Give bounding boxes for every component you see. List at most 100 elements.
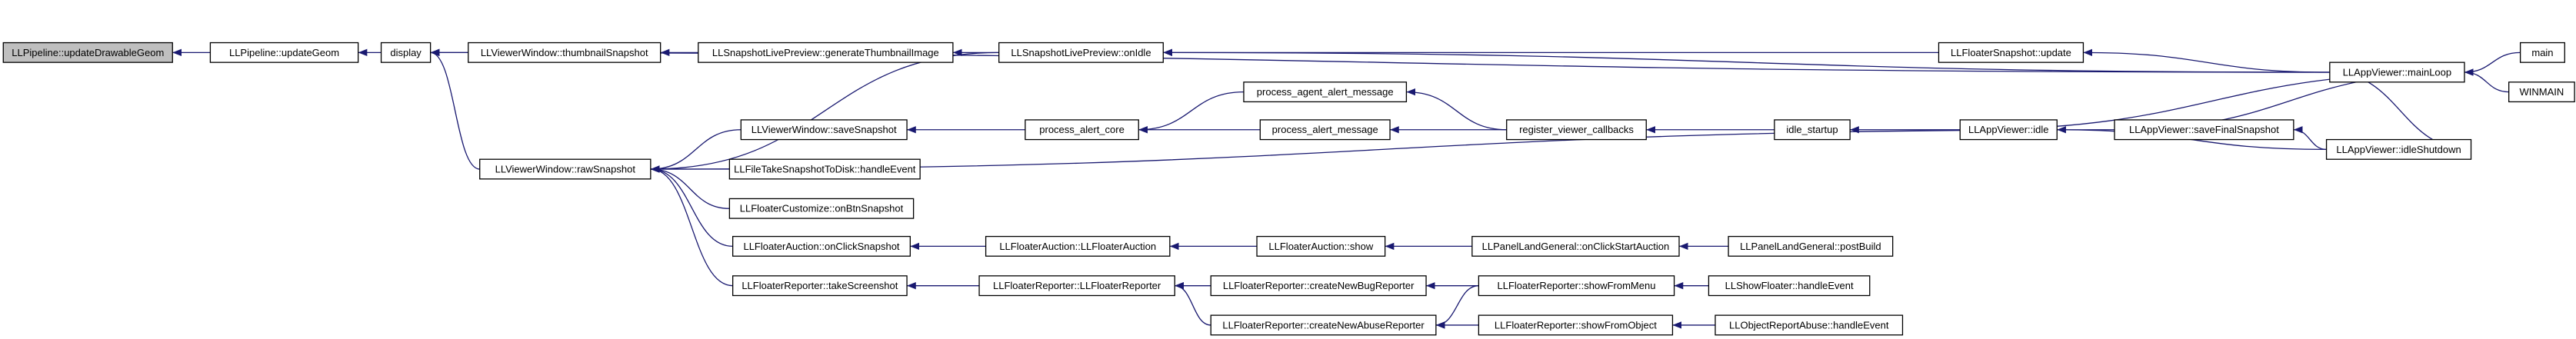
node: idle_startup [1774, 119, 1851, 141]
node-box [2508, 81, 2575, 103]
node-label: LLFloaterReporter::showFromMenu [1498, 280, 1656, 291]
node-box [1259, 119, 1391, 141]
node: LLSnapshotLivePreview::generateThumbnail… [698, 42, 954, 63]
node: LLShowFloater::handleEvent [1708, 275, 1871, 297]
node: LLViewerWindow::rawSnapshot [479, 158, 651, 180]
node: LLObjectReportAbuse::handleEvent [1715, 314, 1904, 336]
edge [2464, 52, 2521, 76]
node: LLFloaterReporter::LLFloaterReporter [978, 275, 1175, 297]
edge [650, 165, 733, 248]
node: LLPanelLandGeneral::postBuild [1728, 235, 1894, 257]
node-label: LLFloaterSnapshot::update [1951, 47, 2071, 58]
node-label: LLShowFloater::handleEvent [1725, 280, 1854, 291]
node-box [1243, 81, 1408, 103]
node: LLFloaterAuction::LLFloaterAuction [985, 235, 1171, 257]
node: LLFloaterAuction::show [1256, 235, 1386, 257]
node-box [380, 42, 432, 63]
edge [2329, 71, 2471, 154]
node-label: WINMAIN [2520, 86, 2564, 98]
node-label: LLViewerWindow::rawSnapshot [495, 163, 636, 174]
node-box [978, 275, 1175, 297]
node-box [1728, 235, 1894, 257]
node: LLPipeline::updateGeom [209, 42, 359, 63]
node: LLFloaterReporter::showFromMenu [1478, 275, 1675, 297]
node: WINMAIN [2508, 81, 2575, 103]
node-box [2325, 138, 2472, 160]
node-label: LLAppViewer::saveFinalSnapshot [2129, 124, 2279, 135]
node-label: LLAppViewer::mainLoop [2343, 66, 2451, 78]
node: LLFloaterReporter::createNewAbuseReporte… [1210, 314, 1437, 336]
node: LLFloaterReporter::takeScreenshot [732, 275, 908, 297]
node-label: LLFloaterAuction::LLFloaterAuction [999, 241, 1156, 252]
node: LLViewerWindow::saveSnapshot [740, 119, 908, 141]
node-label: LLPanelLandGeneral::onClickStartAuction [1482, 241, 1670, 252]
node-label: LLFileTakeSnapshotToDisk::handleEvent [734, 163, 916, 174]
node-label: LLFloaterAuction::show [1268, 241, 1373, 252]
node-label: idle_startup [1786, 124, 1838, 135]
node-label: LLFloaterReporter::createNewAbuseReporte… [1222, 319, 1425, 331]
node: LLFloaterAuction::onClickSnapshot [732, 235, 911, 257]
node-box [1774, 119, 1851, 141]
node-box [732, 235, 911, 257]
node-label: LLAppViewer::idleShutdown [2336, 144, 2461, 155]
node-box [1959, 119, 2058, 141]
node-box [2114, 119, 2294, 141]
node-box [1708, 275, 1871, 297]
edge [1175, 282, 1211, 326]
node-label: LLFloaterReporter::takeScreenshot [741, 280, 898, 291]
node-label: LLPipeline::updateDrawableGeom [12, 47, 164, 58]
node-label: LLFloaterCustomize::onBtnSnapshot [740, 203, 904, 214]
edge [650, 165, 730, 209]
node-label: LLFloaterReporter::showFromObject [1495, 319, 1657, 331]
node: LLSnapshotLivePreview::onIdle [998, 42, 1164, 63]
node-label: register_viewer_callbacks [1519, 124, 1634, 135]
node-label: main [2531, 47, 2553, 58]
node: LLAppViewer::idleShutdown [2325, 138, 2472, 160]
node-label: LLSnapshotLivePreview::generateThumbnail… [712, 47, 939, 58]
node-label: LLAppViewer::idle [1968, 124, 2049, 135]
node: main [2519, 42, 2565, 63]
node-box [1471, 235, 1680, 257]
node-box [1210, 275, 1427, 297]
node: LLAppViewer::mainLoop [2329, 61, 2465, 83]
node-label: process_agent_alert_message [1257, 86, 1394, 98]
edge [650, 165, 733, 287]
node-label: process_alert_core [1039, 124, 1125, 135]
node-box [2, 42, 173, 63]
edge [430, 48, 480, 170]
node-label: LLPipeline::updateGeom [229, 47, 339, 58]
node-box [728, 198, 915, 219]
edge [2464, 68, 2509, 93]
node-label: process_alert_message [1272, 124, 1378, 135]
node-box [1715, 314, 1904, 336]
node-box [1938, 42, 2084, 63]
node: LLFloaterSnapshot::update [1938, 42, 2084, 63]
node-box [728, 158, 921, 180]
node-label: LLFloaterAuction::onClickSnapshot [743, 241, 899, 252]
node-label: LLViewerWindow::thumbnailSnapshot [481, 47, 648, 58]
node-box [1025, 119, 1139, 141]
node: LLViewerWindow::thumbnailSnapshot [468, 42, 661, 63]
node: LLAppViewer::idle [1959, 119, 2058, 141]
edge [1138, 91, 1244, 134]
node-label: display [390, 47, 422, 58]
node: LLFloaterCustomize::onBtnSnapshot [728, 198, 915, 219]
node-box [1478, 275, 1675, 297]
node: LLFloaterReporter::createNewBugReporter [1210, 275, 1427, 297]
node-box [1256, 235, 1386, 257]
node-box [698, 42, 954, 63]
node: register_viewer_callbacks [1506, 119, 1647, 141]
node: process_agent_alert_message [1243, 81, 1408, 103]
node-box [985, 235, 1171, 257]
node: LLFloaterReporter::showFromObject [1478, 314, 1674, 336]
node-box [1478, 314, 1674, 336]
node-box [209, 42, 359, 63]
node: LLPanelLandGeneral::onClickStartAuction [1471, 235, 1680, 257]
node-box [1506, 119, 1647, 141]
edge [1406, 88, 1507, 131]
node: process_alert_core [1025, 119, 1139, 141]
node-box [479, 158, 651, 180]
node: display [380, 42, 432, 63]
